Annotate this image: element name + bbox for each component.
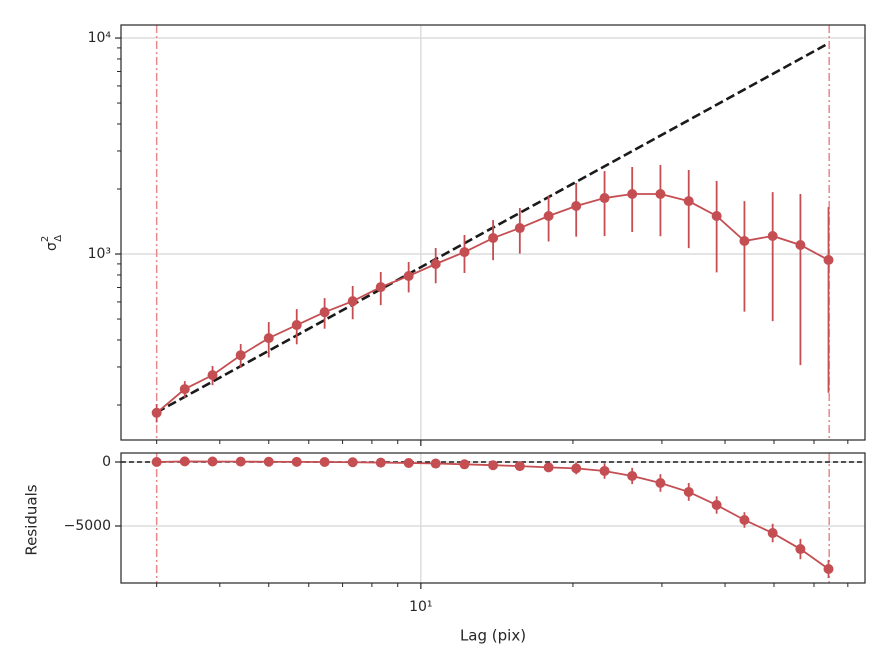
data-point (207, 370, 218, 381)
data-point (599, 193, 610, 204)
data-point (627, 189, 638, 200)
data-point (655, 189, 666, 200)
y-tick-label: 0 (102, 454, 111, 470)
data-point (459, 247, 470, 258)
data-point (599, 465, 610, 476)
data-point (514, 461, 525, 472)
data-point (291, 456, 302, 467)
data-point (488, 233, 499, 244)
axis-frame (120, 24, 866, 441)
data-point (403, 271, 414, 282)
x-axis-label: Lag (pix) (460, 627, 526, 645)
data-point (347, 457, 358, 468)
data-point (543, 462, 554, 473)
data-point (347, 296, 358, 307)
data-point (207, 456, 218, 467)
data-point (151, 456, 162, 467)
data-point (319, 307, 330, 318)
data-point (739, 514, 750, 525)
y-axis-label: σ2 Δ (40, 235, 64, 251)
y-label-base: σ (44, 242, 60, 251)
data-point (514, 223, 525, 234)
data-point (795, 239, 806, 250)
data-point (403, 458, 414, 469)
data-point (767, 230, 778, 241)
series-line (156, 460, 830, 570)
data-point (319, 456, 330, 467)
data-point (291, 320, 302, 331)
data-point (430, 458, 441, 469)
data-point (179, 456, 190, 467)
y-axis-label: Residuals (23, 484, 41, 555)
data-point (711, 210, 722, 221)
data-point (430, 259, 441, 270)
y-tick-label: 10⁴ (88, 30, 112, 46)
data-point (655, 477, 666, 488)
data-point (235, 456, 246, 467)
data-point (543, 210, 554, 221)
axis-frame (120, 452, 866, 584)
data-point (823, 564, 834, 575)
data-point (571, 463, 582, 474)
data-point (627, 470, 638, 481)
y-tick-label: 10³ (88, 246, 111, 262)
data-point (711, 500, 722, 511)
data-point (683, 486, 694, 497)
data-point (375, 457, 386, 468)
y-label-sup: 2 (40, 236, 51, 242)
data-point (488, 460, 499, 471)
data-point (571, 201, 582, 212)
data-point (767, 528, 778, 539)
y-label-sub: Δ (53, 235, 64, 242)
y-tick-label: −5000 (64, 518, 111, 534)
data-point (823, 255, 834, 266)
data-point (179, 384, 190, 395)
data-point (739, 235, 750, 246)
data-point (235, 350, 246, 361)
x-tick-label: 10¹ (409, 599, 432, 615)
data-point (795, 544, 806, 555)
data-point (375, 282, 386, 293)
data-point (459, 459, 470, 470)
data-point (263, 456, 274, 467)
data-point (151, 407, 162, 418)
data-point (683, 196, 694, 207)
data-point (263, 333, 274, 344)
